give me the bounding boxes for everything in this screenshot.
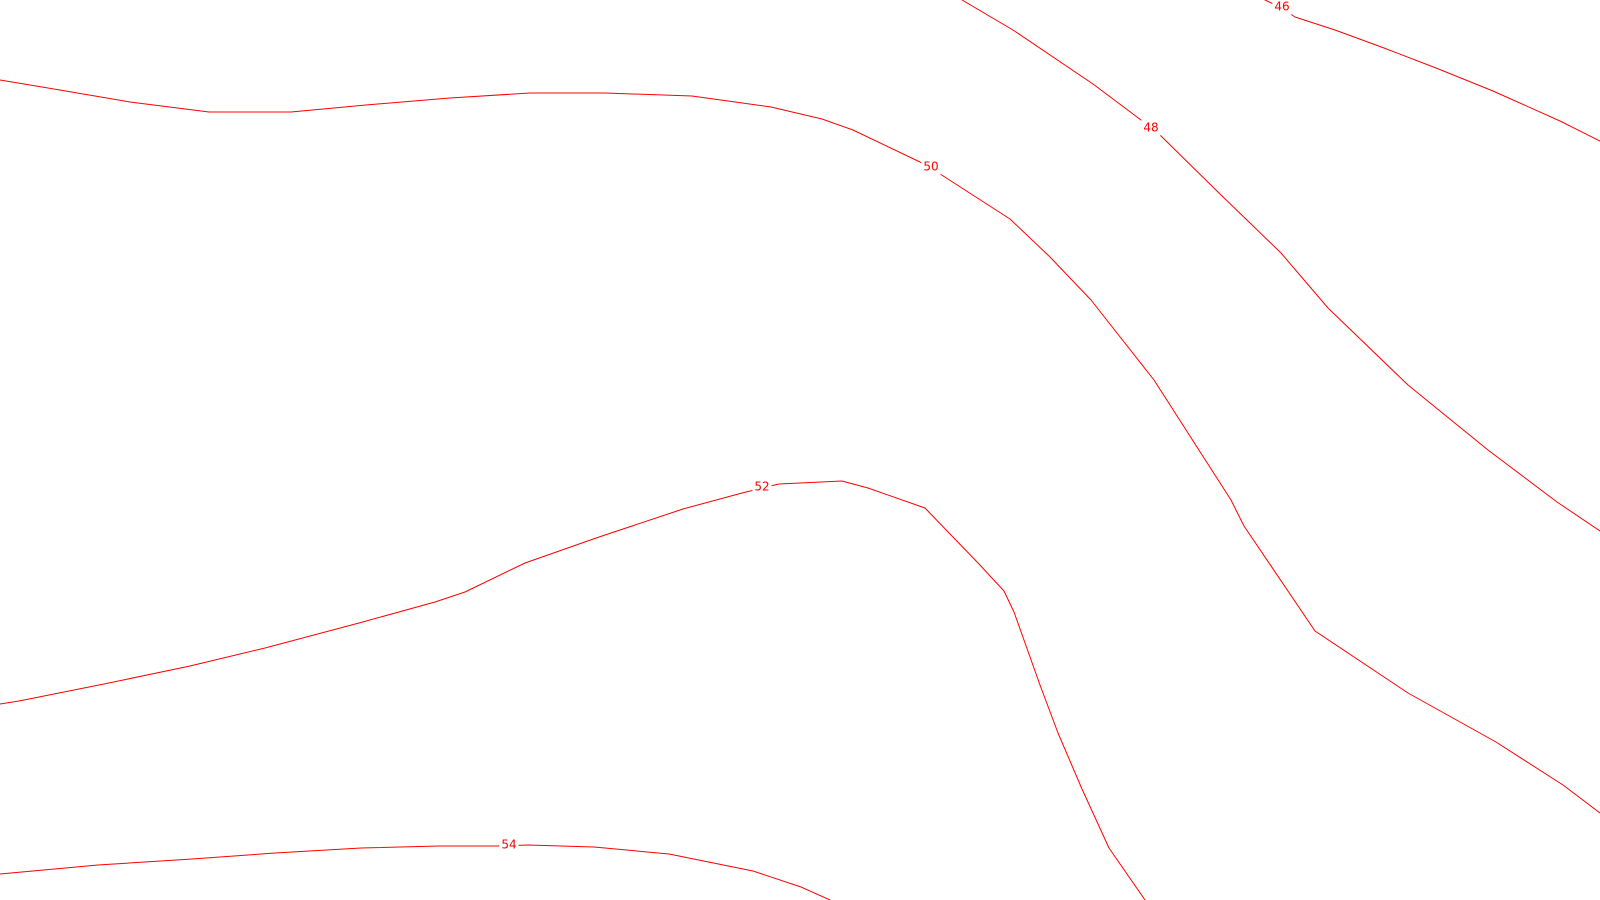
contour-label-50: 50 xyxy=(923,160,938,174)
contour-line-50 xyxy=(0,79,1600,814)
contour-line-48 xyxy=(961,0,1600,532)
contour-label-halo xyxy=(499,836,519,853)
contour-50: 50 xyxy=(0,79,1600,814)
contour-46: 46 xyxy=(1264,0,1600,142)
contour-label-halo xyxy=(1272,0,1292,15)
contour-label-48: 48 xyxy=(1143,121,1158,135)
contour-label-46: 46 xyxy=(1274,0,1289,14)
contour-label-54: 54 xyxy=(501,838,516,852)
contour-line-54 xyxy=(0,844,831,900)
contour-52: 52 xyxy=(0,478,1146,900)
contour-line-52 xyxy=(0,480,1146,900)
contour-label-halo xyxy=(921,158,941,175)
contour-label-52: 52 xyxy=(754,480,769,494)
contour-label-halo xyxy=(752,478,772,495)
contour-label-halo xyxy=(1141,119,1161,136)
contour-48: 48 xyxy=(961,0,1600,532)
contour-54: 54 xyxy=(0,836,831,900)
contour-line-46 xyxy=(1264,0,1600,142)
